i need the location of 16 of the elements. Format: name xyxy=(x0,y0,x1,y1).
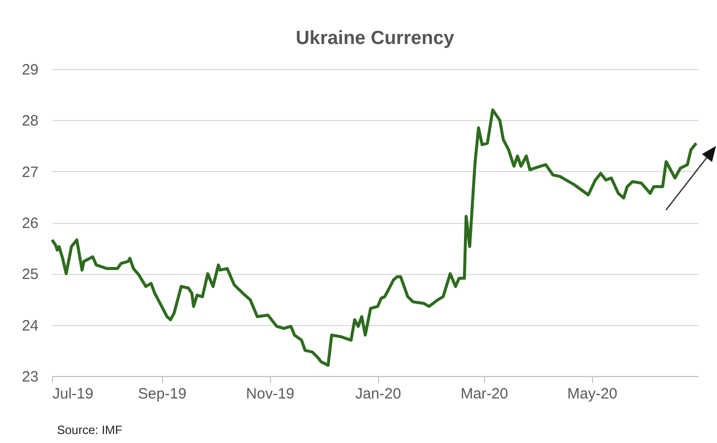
x-tick-label: May-20 xyxy=(567,386,618,402)
line-series xyxy=(50,108,698,367)
x-tick-label: Sep-19 xyxy=(138,386,186,402)
x-tick-label: Jul-19 xyxy=(52,386,94,402)
y-tick-label: 29 xyxy=(22,62,38,78)
y-tick-label: 27 xyxy=(22,164,38,181)
y-tick-label: 24 xyxy=(22,317,38,334)
y-tick-label: 28 xyxy=(22,112,38,130)
y-tick-label: 23 xyxy=(22,368,38,386)
x-tick-label: Jan-20 xyxy=(355,386,402,402)
chart-title: Ukraine Currency xyxy=(296,28,455,49)
source-note: Source: IMF xyxy=(57,423,122,437)
y-tick-label: 26 xyxy=(22,215,38,232)
y-tick-label: 25 xyxy=(22,266,38,284)
x-tick-label: Mar-20 xyxy=(460,386,508,402)
x-tick-label: Nov-19 xyxy=(246,386,294,402)
